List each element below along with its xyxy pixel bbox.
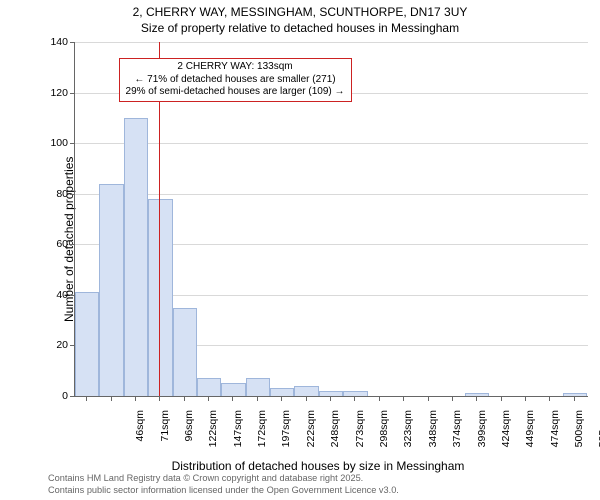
x-tick-label: 399sqm [476,410,488,460]
x-tick-mark [574,397,575,401]
x-tick-mark [452,397,453,401]
x-tick-label: 500sqm [573,410,585,460]
x-tick-mark [403,397,404,401]
x-axis-label: Distribution of detached houses by size … [48,459,588,473]
y-tick-label: 80 [38,188,68,200]
histogram-bar [294,386,318,396]
x-tick-label: 273sqm [354,410,366,460]
histogram-bar [246,378,270,396]
x-tick-label: 248sqm [329,410,341,460]
x-tick-mark [111,397,112,401]
gridline [75,143,588,144]
x-tick-mark [281,397,282,401]
histogram-bar [221,383,245,396]
x-tick-mark [354,397,355,401]
x-tick-mark [208,397,209,401]
y-tick-label: 60 [38,238,68,250]
x-tick-label: 172sqm [256,410,268,460]
x-tick-label: 222sqm [305,410,317,460]
y-tick-mark [70,295,74,296]
x-tick-mark [257,397,258,401]
y-tick-label: 100 [38,137,68,149]
y-tick-mark [70,244,74,245]
y-tick-mark [70,42,74,43]
y-tick-mark [70,396,74,397]
x-tick-label: 323sqm [402,410,414,460]
chart-title-line2: Size of property relative to detached ho… [0,20,600,36]
x-tick-label: 348sqm [427,410,439,460]
y-tick-label: 20 [38,339,68,351]
histogram-bar [173,308,197,397]
y-tick-label: 120 [38,87,68,99]
x-tick-label: 374sqm [451,410,463,460]
x-tick-mark [525,397,526,401]
chart-title-line1: 2, CHERRY WAY, MESSINGHAM, SCUNTHORPE, D… [0,4,600,20]
y-tick-mark [70,93,74,94]
histogram-bar [319,391,343,396]
annotation-line: ← 71% of detached houses are smaller (27… [126,74,345,87]
y-tick-mark [70,143,74,144]
x-tick-mark [330,397,331,401]
y-tick-label: 40 [38,289,68,301]
x-tick-label: 122sqm [207,410,219,460]
footer-line2: Contains public sector information licen… [48,485,399,497]
x-tick-label: 424sqm [500,410,512,460]
x-tick-label: 474sqm [549,410,561,460]
histogram-bar [197,378,221,396]
histogram-bar [75,292,99,396]
x-tick-label: 71sqm [159,410,171,460]
x-tick-mark [549,397,550,401]
x-tick-label: 197sqm [280,410,292,460]
annotation-line: 29% of semi-detached houses are larger (… [126,86,345,99]
x-tick-mark [86,397,87,401]
histogram-bar [99,184,123,396]
x-tick-mark [428,397,429,401]
footer-attribution: Contains HM Land Registry data © Crown c… [48,473,399,496]
x-tick-label: 147sqm [232,410,244,460]
x-tick-mark [306,397,307,401]
annotation-box: 2 CHERRY WAY: 133sqm← 71% of detached ho… [119,58,352,102]
y-tick-label: 140 [38,36,68,48]
annotation-line: 2 CHERRY WAY: 133sqm [126,61,345,74]
gridline [75,194,588,195]
footer-line1: Contains HM Land Registry data © Crown c… [48,473,399,485]
histogram-bar [124,118,148,396]
histogram-bar [343,391,367,396]
x-tick-mark [232,397,233,401]
plot-area: 2 CHERRY WAY: 133sqm← 71% of detached ho… [74,42,588,397]
x-tick-mark [159,397,160,401]
x-tick-mark [476,397,477,401]
y-tick-mark [70,345,74,346]
x-tick-mark [501,397,502,401]
x-tick-label: 449sqm [524,410,536,460]
chart-container: Number of detached properties 2 CHERRY W… [48,42,588,437]
x-tick-label: 46sqm [134,410,146,460]
histogram-bar [148,199,172,396]
gridline [75,42,588,43]
x-tick-mark [184,397,185,401]
histogram-bar [563,393,587,396]
y-tick-label: 0 [38,390,68,402]
x-tick-mark [135,397,136,401]
histogram-bar [465,393,489,396]
x-tick-label: 298sqm [378,410,390,460]
histogram-bar [270,388,294,396]
y-tick-mark [70,194,74,195]
x-tick-label: 96sqm [183,410,195,460]
x-tick-mark [379,397,380,401]
